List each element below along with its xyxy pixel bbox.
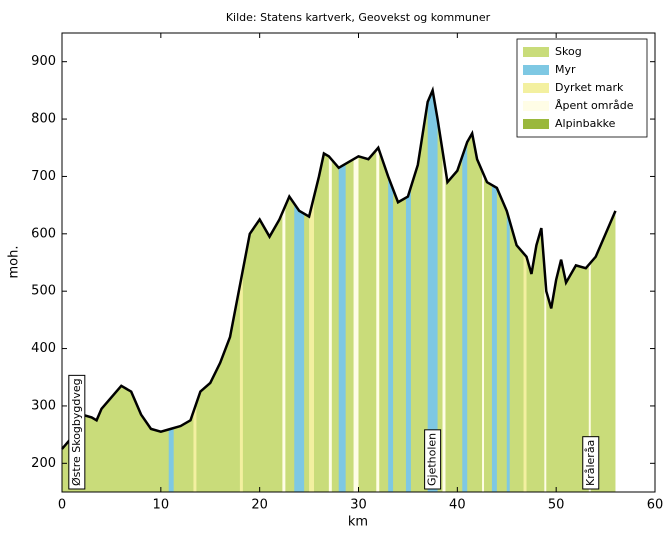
legend-swatch	[523, 119, 549, 129]
land-cover-band	[388, 90, 394, 492]
y-tick-label: 700	[31, 169, 56, 184]
elevation-line	[61, 86, 617, 450]
annotation-box	[582, 436, 600, 490]
legend-swatch	[523, 101, 549, 111]
land-cover-band	[588, 90, 591, 492]
y-tick-label: 200	[31, 456, 56, 471]
land-cover-band	[462, 90, 468, 492]
land-cover-band	[193, 90, 197, 492]
land-cover-band	[328, 90, 332, 492]
land-cover-band	[506, 90, 510, 492]
land-cover-band	[338, 90, 346, 492]
legend-label: Myr	[555, 63, 576, 76]
annotation: Østre Skogbygdveg	[70, 378, 83, 486]
annotation-box	[68, 374, 86, 490]
x-tick-label: 10	[153, 498, 170, 513]
legend-label: Alpinbakke	[555, 117, 616, 130]
legend-label: Dyrket mark	[555, 81, 624, 94]
land-cover-band	[442, 90, 446, 492]
y-tick-label: 300	[31, 398, 56, 413]
land-cover-band	[482, 90, 485, 492]
annotation: Gjetholen	[426, 433, 439, 486]
land-cover-band	[405, 90, 411, 492]
legend-label: Åpent område	[555, 99, 634, 112]
x-tick-label: 40	[449, 498, 466, 513]
chart-title: Kilde: Statens kartverk, Geovekst og kom…	[226, 11, 491, 24]
x-tick-label: 20	[251, 498, 268, 513]
annotation: Kråleråa	[584, 440, 597, 486]
land-cover-band	[491, 90, 497, 492]
x-tick-label: 0	[58, 498, 66, 513]
legend-swatch	[523, 83, 549, 93]
legend-swatch	[523, 65, 549, 75]
land-cover-band	[294, 90, 305, 492]
y-axis-label: moh.	[7, 246, 22, 279]
land-cover-band	[282, 90, 286, 492]
x-tick-label: 50	[548, 498, 565, 513]
y-tick-label: 400	[31, 341, 56, 356]
land-cover-band	[309, 90, 315, 492]
annotation-box	[424, 429, 442, 490]
y-tick-label: 800	[31, 112, 56, 127]
x-axis-label: km	[348, 515, 368, 530]
y-tick-label: 900	[31, 54, 56, 69]
land-cover-band	[376, 90, 380, 492]
legend-swatch	[523, 47, 549, 57]
land-cover-band	[427, 90, 438, 492]
land-cover-band	[239, 90, 243, 492]
x-tick-label: 60	[647, 498, 664, 513]
y-tick-label: 600	[31, 226, 56, 241]
land-cover-band	[353, 90, 359, 492]
x-tick-label: 30	[350, 498, 367, 513]
y-tick-label: 500	[31, 284, 56, 299]
land-cover-band	[523, 90, 527, 492]
legend-label: Skog	[555, 45, 582, 58]
land-cover-band	[168, 90, 174, 492]
